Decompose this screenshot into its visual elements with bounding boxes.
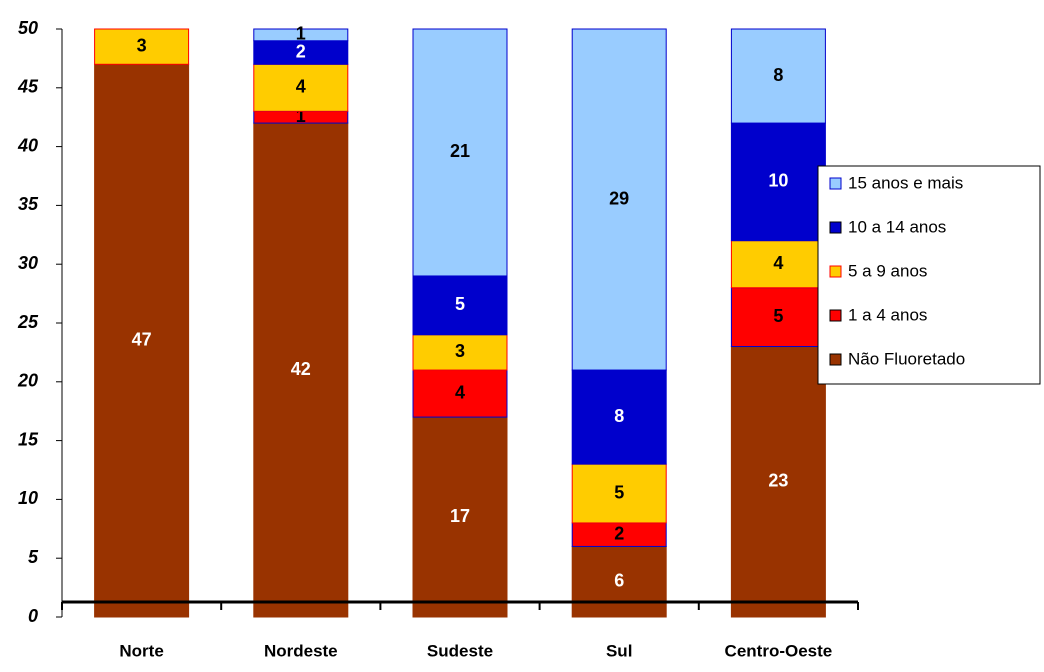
bar-segment (571, 545, 667, 618)
value-label: 5 (773, 306, 783, 326)
bar-segment (571, 463, 667, 524)
legend-label: 1 a 4 anos (848, 305, 927, 324)
x-tick-label: Norte (119, 641, 163, 660)
y-tick-label: 40 (17, 135, 38, 155)
x-tick-label: Sudeste (427, 641, 493, 660)
y-tick-label: 5 (28, 547, 39, 567)
legend-swatch (829, 177, 842, 190)
bar-segment (253, 63, 349, 112)
legend-swatch (829, 265, 842, 278)
x-tick-label: Centro-Oeste (725, 641, 833, 660)
value-label: 5 (614, 482, 624, 502)
x-tick-label: Nordeste (264, 641, 338, 660)
bar-segment (94, 63, 190, 618)
legend-swatch (829, 309, 842, 322)
value-label: 2 (296, 41, 306, 61)
value-label: 1 (296, 24, 306, 44)
bar-segment (571, 369, 667, 465)
x-tick-label: Sul (606, 641, 632, 660)
value-label: 4 (296, 77, 306, 97)
bar-segment (730, 240, 826, 289)
value-label: 29 (609, 188, 629, 208)
legend-label: 15 anos e mais (848, 173, 963, 192)
y-tick-label: 45 (17, 77, 39, 97)
value-label: 42 (291, 359, 311, 379)
y-tick-label: 15 (18, 429, 39, 449)
bar-segment (94, 28, 190, 65)
value-label: 23 (768, 471, 788, 491)
bar-segment (730, 287, 826, 348)
legend-box (817, 165, 1041, 385)
value-label: 6 (614, 570, 624, 590)
y-tick-label: 25 (17, 312, 39, 332)
value-label: 3 (455, 341, 465, 361)
legend-swatch (829, 353, 842, 366)
bar-segment (730, 346, 826, 618)
bar-segment (412, 416, 508, 618)
y-tick-label: 0 (28, 606, 38, 626)
y-tick-label: 30 (18, 253, 38, 273)
y-tick-label: 35 (18, 194, 39, 214)
bar-segment (412, 369, 508, 418)
value-label: 8 (773, 65, 783, 85)
value-label: 1 (296, 106, 306, 126)
value-label: 4 (773, 253, 783, 273)
bar-segment (730, 28, 826, 124)
value-label: 4 (455, 382, 465, 402)
value-label: 2 (614, 523, 624, 543)
value-label: 3 (137, 35, 147, 55)
legend-swatch (829, 221, 842, 234)
bar-segment (412, 28, 508, 277)
value-label: 5 (455, 294, 465, 314)
value-label: 21 (450, 141, 470, 161)
bar-segment (253, 28, 349, 42)
value-label: 17 (450, 506, 470, 526)
value-label: 8 (614, 406, 624, 426)
bar-segment (412, 275, 508, 336)
y-tick-label: 10 (18, 488, 38, 508)
legend-label: 10 a 14 anos (848, 217, 946, 236)
bar-segment (412, 334, 508, 371)
legend-label: Não Fluoretado (848, 349, 965, 368)
bar-segment (571, 28, 667, 371)
value-label: 47 (132, 329, 152, 349)
legend-label: 5 a 9 anos (848, 261, 927, 280)
y-tick-label: 50 (18, 18, 38, 38)
y-tick-label: 20 (17, 371, 38, 391)
value-label: 10 (768, 171, 788, 191)
